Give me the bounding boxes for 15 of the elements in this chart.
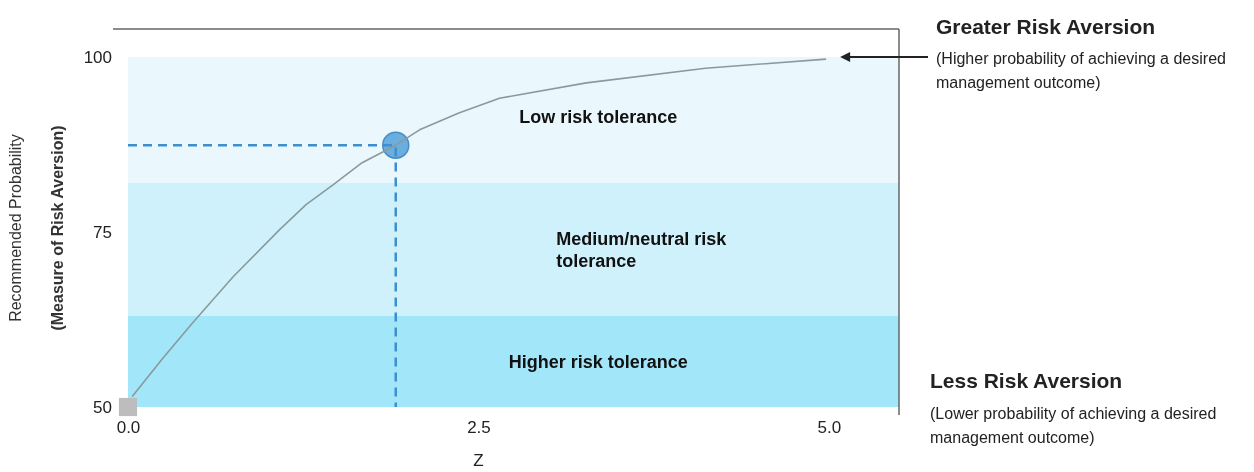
text: Less Risk Aversion (930, 369, 1123, 392)
x-tick-label: 0.0 (116, 418, 141, 438)
band-label: Higher risk tolerance (508, 351, 688, 372)
band-label: Medium/neutral risk tolerance (556, 228, 728, 271)
x-tick-label: 5.0 (817, 418, 842, 438)
text: (Lower probability of achieving a desired management outcome) (930, 405, 1217, 446)
x-tick-label: 2.5 (467, 418, 491, 438)
y-tick-label: 100 (83, 48, 112, 67)
y-tick-label: 75 (93, 223, 112, 242)
text: (Higher probability of achieving a desired management outcome) (936, 50, 1226, 91)
text: Recommended Probability (Measure of Risk Aversion) (7, 125, 66, 331)
x-axis-title: Z (473, 451, 484, 470)
y-tick-label: 50 (93, 398, 112, 417)
band-label: Low risk tolerance (519, 107, 678, 127)
annotation: Greater Risk Aversion (936, 15, 1156, 38)
